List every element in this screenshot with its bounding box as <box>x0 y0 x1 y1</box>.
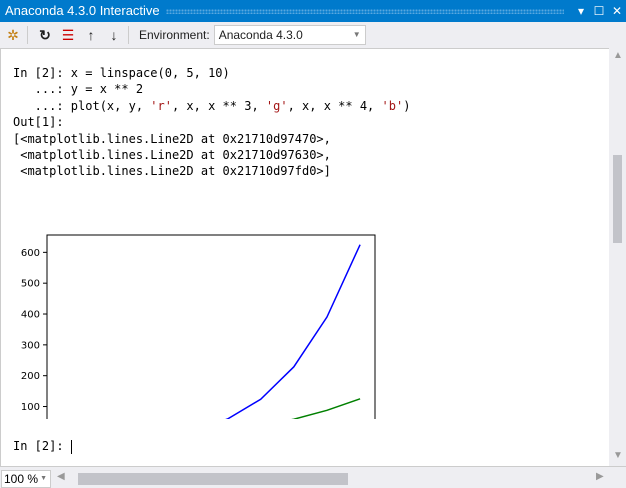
new-window-icon[interactable]: ✲ <box>7 27 19 43</box>
separator <box>27 26 28 44</box>
vertical-scroll-thumb[interactable] <box>613 155 622 243</box>
reset-icon[interactable]: ↻ <box>39 27 51 43</box>
environment-label: Environment: <box>139 28 210 42</box>
status-bar: 100 % ▼ ◀ ▶ <box>0 466 626 488</box>
toolbar: ✲ ↻ ☰ ↑ ↓ Environment: Anaconda 4.3.0 ▼ <box>0 22 626 48</box>
clear-icon[interactable]: ☰ <box>61 27 75 43</box>
text-caret <box>70 439 72 454</box>
vertical-scrollbar[interactable]: ▲ ▼ <box>609 48 626 466</box>
scroll-left-icon[interactable]: ◀ <box>57 471 65 482</box>
input-prompt[interactable]: In [2]: <box>13 439 72 454</box>
drag-grip[interactable] <box>165 9 564 14</box>
zoom-select[interactable]: 100 % ▼ <box>1 470 51 488</box>
close-icon[interactable]: ✕ <box>611 4 623 18</box>
title-bar: Anaconda 4.3.0 Interactive ▾ ☐ ✕ <box>0 0 626 22</box>
series-line-2 <box>225 244 361 419</box>
y-tick-label: 500 <box>21 279 40 290</box>
y-tick-label: 600 <box>21 248 40 259</box>
scroll-up-icon[interactable]: ▲ <box>613 50 623 61</box>
console-output[interactable]: In [2]: x = linspace(0, 5, 10) ...: y = … <box>0 48 609 466</box>
code-block: In [2]: x = linspace(0, 5, 10) ...: y = … <box>13 65 410 180</box>
chevron-down-icon: ▼ <box>40 475 47 482</box>
window-menu-dropdown-icon[interactable]: ▾ <box>577 4 585 18</box>
window-title: Anaconda 4.3.0 Interactive <box>5 3 160 18</box>
y-tick-label: 300 <box>21 340 40 351</box>
y-tick-label: 200 <box>21 371 40 382</box>
environment-select[interactable]: Anaconda 4.3.0 ▼ <box>213 25 366 45</box>
code-line: In [2]: x = linspace(0, 5, 10) <box>13 66 230 80</box>
horizontal-scroll-thumb[interactable] <box>78 473 348 485</box>
history-down-icon[interactable]: ↓ <box>110 27 118 43</box>
environment-value: Anaconda 4.3.0 <box>218 28 303 42</box>
maximize-icon[interactable]: ☐ <box>593 4 605 18</box>
prompt-label: In [2]: <box>13 439 71 453</box>
separator <box>128 26 129 44</box>
scroll-down-icon[interactable]: ▼ <box>613 450 623 461</box>
code-line: Out[1]: <box>13 115 64 130</box>
history-up-icon[interactable]: ↑ <box>87 27 95 43</box>
y-tick-label: 400 <box>21 310 40 321</box>
scroll-right-icon[interactable]: ▶ <box>596 471 604 482</box>
y-tick-label: 100 <box>21 402 40 413</box>
code-line: <matplotlib.lines.Line2D at 0x21710d9763… <box>13 148 331 163</box>
zoom-value: 100 % <box>4 472 39 486</box>
chevron-down-icon: ▼ <box>352 30 361 39</box>
code-line: [<matplotlib.lines.Line2D at 0x21710d974… <box>13 131 331 146</box>
code-line: <matplotlib.lines.Line2D at 0x21710d97fd… <box>13 164 331 179</box>
code-line: ...: y = x ** 2 <box>13 82 144 97</box>
axes-frame <box>46 234 376 419</box>
series-line-1 <box>291 398 361 419</box>
plot: 0123450100200300400500600 <box>21 234 376 419</box>
code-line: ...: plot(x, y, 'r', x, x ** 3, 'g', x, … <box>13 98 411 113</box>
